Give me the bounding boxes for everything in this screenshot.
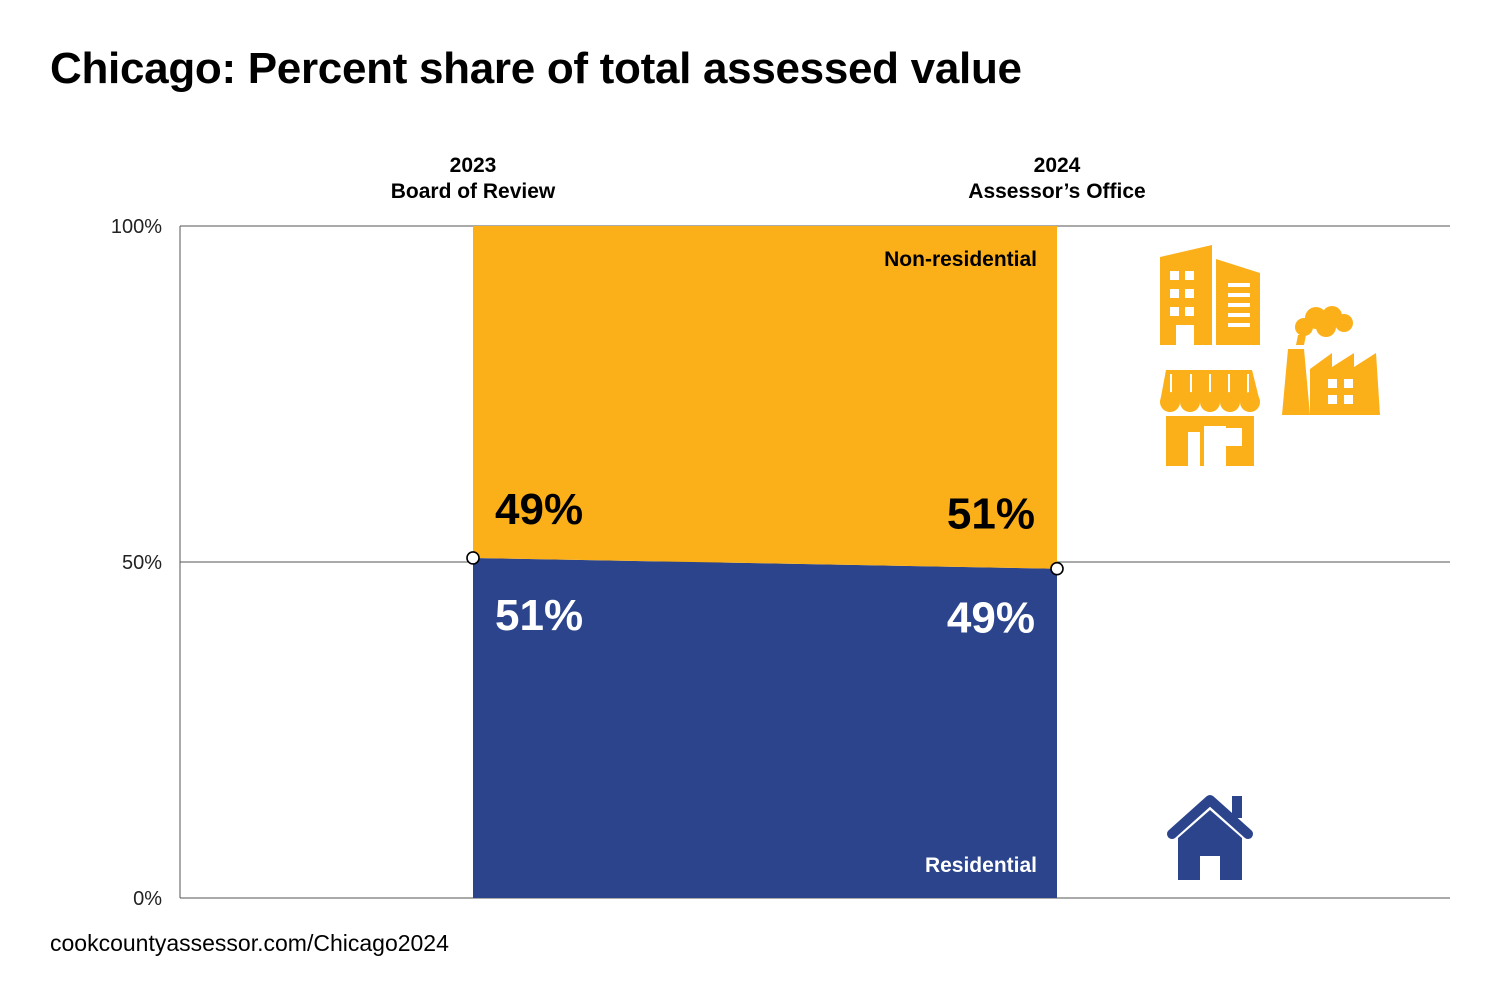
column-label-2024: Assessor’s Office (968, 180, 1145, 203)
series-label-residential: Residential (925, 854, 1037, 877)
residential-area (473, 557, 1057, 898)
house-icon (1167, 795, 1253, 880)
chart-title: Chicago: Percent share of total assessed… (50, 44, 1022, 93)
y-tick-label: 0% (133, 888, 162, 910)
source-link[interactable]: cookcountyassessor.com/Chicago2024 (50, 930, 449, 956)
y-tick-label: 100% (111, 216, 162, 238)
boundary-point-2024 (1050, 561, 1064, 576)
series-label-non-residential: Non-residential (884, 248, 1037, 271)
column-label-2023: Board of Review (391, 180, 556, 203)
boundary-point-2023 (466, 551, 480, 565)
storefront-icon (1160, 370, 1260, 466)
office-building-icon (1160, 245, 1260, 345)
column-year-2024: 2024 (1034, 154, 1081, 177)
y-tick-label: 50% (122, 552, 162, 574)
value-label-residential-2023: 51% (495, 591, 583, 640)
non-residential-area (473, 226, 1057, 569)
column-year-2023: 2023 (450, 154, 497, 177)
value-label-residential-2024: 49% (947, 594, 1035, 643)
value-label-non-residential-2023: 49% (495, 485, 583, 534)
value-label-non-residential-2024: 51% (947, 490, 1035, 539)
factory-icon (1282, 306, 1380, 415)
